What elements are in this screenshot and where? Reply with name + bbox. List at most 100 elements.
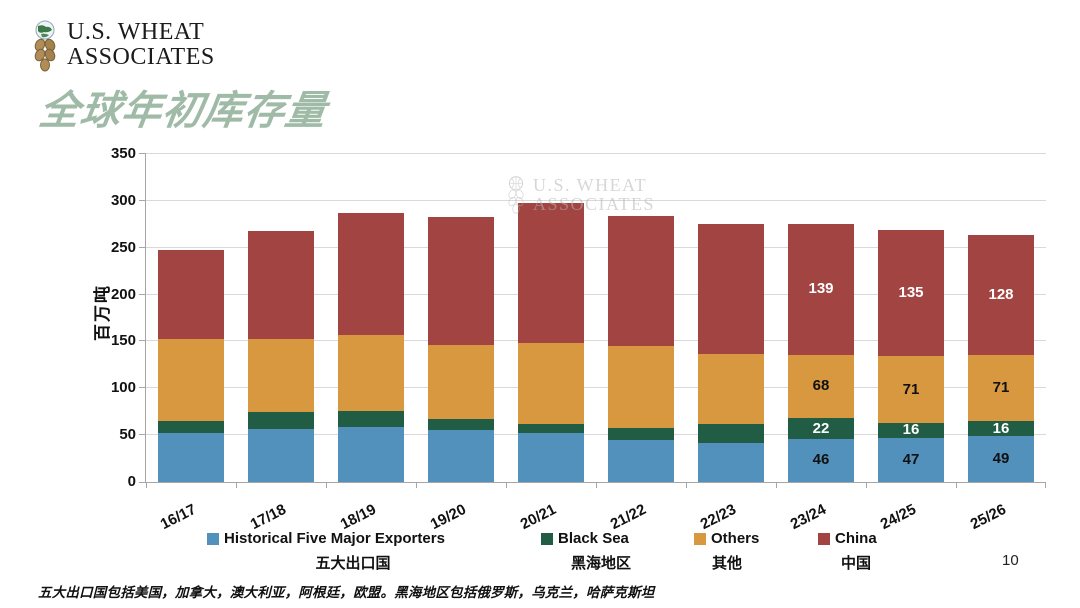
legend-item-exporters: Historical Five Major Exporters <box>207 530 445 547</box>
bar-segment-value: 68 <box>812 377 830 395</box>
plot-area: 0 50 100 150 200 250 300 350 16/17 17/18 18/19 19/2… <box>111 145 1046 533</box>
y-tick-label: 200 <box>110 285 136 303</box>
gridline <box>146 293 1046 295</box>
wheat-globe-icon <box>30 20 60 77</box>
legend-swatch-exporters <box>207 532 219 545</box>
x-tick <box>686 482 687 488</box>
bar-segment-others <box>158 338 224 422</box>
x-tick <box>236 482 237 488</box>
bar-segment-china <box>788 224 854 355</box>
x-tick <box>506 482 507 488</box>
bar-segment-historical-five-major-exporters <box>338 426 404 482</box>
bar-segment-others <box>338 334 404 411</box>
legend-swatch-others <box>694 532 706 545</box>
x-tick <box>956 482 957 488</box>
bar-segment-historical-five-major-exporters <box>788 438 854 482</box>
bar-segment-black-sea <box>968 421 1034 437</box>
legend-zh-china: 中国 <box>840 555 872 572</box>
bar-segment-others <box>428 345 494 420</box>
gridline <box>146 199 1046 201</box>
legend-item-blacksea: Black Sea <box>541 530 629 547</box>
bar-segment-china <box>248 230 314 339</box>
footnote: 五大出口国包括美国，加拿大，澳大利亚，阿根廷，欧盟。黑海地区包括俄罗斯，乌克兰，… <box>38 585 655 600</box>
bar-segment-value: 22 <box>812 419 830 437</box>
bar-segment-value: 46 <box>812 451 830 469</box>
bar-segment-others <box>968 354 1034 422</box>
bar-segment-china <box>878 229 944 357</box>
y-tick <box>139 153 146 154</box>
y-tick-label: 100 <box>110 379 136 397</box>
gridline <box>146 246 1046 248</box>
x-category-label: 16/17 <box>157 500 199 534</box>
bar-segment-black-sea <box>878 422 944 438</box>
logo-line2: ASSOCIATES <box>67 44 215 70</box>
bar-segment-others <box>608 346 674 428</box>
x-tick <box>596 482 597 488</box>
y-tick <box>139 482 146 483</box>
legend-zh-others: 其他 <box>711 555 743 572</box>
x-tick <box>866 482 867 488</box>
y-tick <box>139 199 146 201</box>
legend-label-china: China <box>835 530 877 547</box>
gridline <box>146 340 1046 342</box>
logo-line1: U.S. WHEAT <box>67 19 205 45</box>
bar-segment-historical-five-major-exporters <box>518 433 584 482</box>
y-tick-label: 150 <box>110 332 136 350</box>
bar-segment-china <box>338 213 404 335</box>
bar-segment-black-sea <box>788 418 854 439</box>
bar-segment-black-sea <box>338 410 404 427</box>
bar-segment-others <box>248 338 314 412</box>
bar-segment-historical-five-major-exporters <box>428 430 494 482</box>
bar-segment-black-sea <box>248 411 314 429</box>
y-tick-label: 50 <box>119 426 136 444</box>
bar-segment-black-sea <box>698 423 764 443</box>
legend-label-others: Others <box>711 530 760 547</box>
legend-label-exporters: Historical Five Major Exporters <box>224 530 445 547</box>
bar-segment-value: 16 <box>992 419 1010 437</box>
bar-segment-others <box>788 354 854 419</box>
bar-segment-value: 16 <box>902 421 920 439</box>
y-tick <box>139 387 146 389</box>
bar-segment-value: 47 <box>902 450 920 468</box>
legend-item-china: China <box>818 530 877 547</box>
bar-segment-value: 71 <box>902 380 920 398</box>
x-tick <box>776 482 777 488</box>
x-category-label: 25/26 <box>967 500 1009 534</box>
gridline <box>146 387 1046 389</box>
bar-segment-china <box>968 234 1034 355</box>
page-title: 全球年初库存量 <box>36 89 330 133</box>
legend-label-blacksea: Black Sea <box>558 530 629 547</box>
legend-swatch-blacksea <box>541 532 553 545</box>
bar-segment-china <box>158 249 224 339</box>
bar-segment-value: 128 <box>988 285 1014 303</box>
bar-segment-black-sea <box>158 421 224 434</box>
bar-segment-value: 49 <box>992 450 1010 468</box>
y-tick-label: 0 <box>127 473 136 490</box>
bar-segment-historical-five-major-exporters <box>878 437 944 482</box>
bar-segment-china <box>518 202 584 344</box>
bar-segment-value: 71 <box>992 378 1010 396</box>
y-tick <box>139 246 146 248</box>
bar-segment-value: 139 <box>808 280 834 298</box>
bar-segment-china <box>608 215 674 347</box>
bar-segment-historical-five-major-exporters <box>608 439 674 482</box>
bar-segment-historical-five-major-exporters <box>158 433 224 482</box>
bar-segment-black-sea <box>608 427 674 440</box>
uswheat-logo: U.S. WHEAT ASSOCIATES <box>30 20 215 77</box>
bar-segment-china <box>698 224 764 354</box>
bar-segment-black-sea <box>518 423 584 434</box>
bar-segment-others <box>878 356 944 423</box>
gridline <box>146 434 1046 436</box>
bar-segment-value: 135 <box>898 284 924 302</box>
bar-segment-others <box>518 343 584 424</box>
y-tick-label: 350 <box>110 145 136 162</box>
x-tick <box>326 482 327 488</box>
logo-wordmark: U.S. WHEAT ASSOCIATES <box>67 20 215 70</box>
bar-segment-historical-five-major-exporters <box>248 428 314 482</box>
y-tick-label: 250 <box>110 238 136 256</box>
bar-segment-others <box>698 353 764 424</box>
bar-segment-china <box>428 216 494 346</box>
bar-segment-black-sea <box>428 419 494 431</box>
bar-segment-historical-five-major-exporters <box>968 436 1034 482</box>
